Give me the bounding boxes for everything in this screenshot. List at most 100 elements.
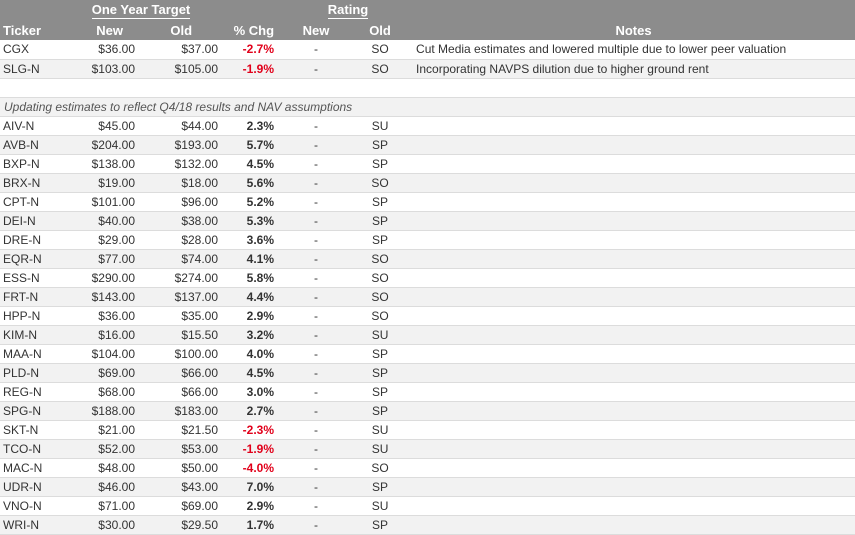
rating-new-cell: - <box>284 59 357 79</box>
rating-new-cell: - <box>284 420 357 440</box>
notes-cell <box>412 458 855 478</box>
target-old-cell: $38.00 <box>137 211 221 231</box>
table-row: KIM-N $16.00 $15.50 3.2% - SU <box>0 325 855 345</box>
rating-new-cell: - <box>284 268 357 288</box>
ticker-cell: CPT-N <box>0 192 58 212</box>
rating-new-cell: - <box>284 116 357 136</box>
target-old-cell: $50.00 <box>137 458 221 478</box>
ticker-cell: ESS-N <box>0 268 58 288</box>
column-header-row: Ticker New Old % Chg New Old Notes <box>0 20 855 40</box>
target-new-cell: $48.00 <box>58 458 137 478</box>
rating-old-cell: SP <box>356 192 413 212</box>
rating-old-cell: SU <box>356 116 413 136</box>
rating-new-cell: - <box>284 458 357 478</box>
pct-change-cell: 5.8% <box>220 268 285 288</box>
notes-cell <box>412 192 855 212</box>
target-new-cell: $71.00 <box>58 496 137 516</box>
notes-cell <box>412 515 855 535</box>
target-old-cell: $193.00 <box>137 135 221 155</box>
ticker-cell: DEI-N <box>0 211 58 231</box>
table-row: SKT-N $21.00 $21.50 -2.3% - SU <box>0 420 855 440</box>
rating-new-column-header: New <box>284 20 357 40</box>
rating-new-cell: - <box>284 154 357 174</box>
rating-new-cell: - <box>284 515 357 535</box>
ticker-cell: UDR-N <box>0 477 58 497</box>
top-rows: CGX $36.00 $37.00 -2.7% - SO Cut Media estimat… <box>0 40 855 79</box>
pct-change-cell: 2.7% <box>220 401 285 421</box>
ticker-cell: MAA-N <box>0 344 58 364</box>
rating-old-cell: SO <box>356 173 413 193</box>
rating-old-cell: SP <box>356 230 413 250</box>
notes-cell <box>412 268 855 288</box>
rating-new-cell: - <box>284 306 357 326</box>
notes-cell <box>412 249 855 269</box>
pct-change-cell: 4.1% <box>220 249 285 269</box>
notes-cell: Incorporating NAVPS dilution due to high… <box>412 59 855 79</box>
target-new-cell: $103.00 <box>58 59 137 79</box>
table-row: AIV-N $45.00 $44.00 2.3% - SU <box>0 116 855 136</box>
target-new-cell: $68.00 <box>58 382 137 402</box>
target-new-cell: $101.00 <box>58 192 137 212</box>
target-new-cell: $188.00 <box>58 401 137 421</box>
ticker-column-header: Ticker <box>0 20 58 40</box>
ticker-cell: SLG-N <box>0 59 58 79</box>
notes-cell <box>412 173 855 193</box>
rating-old-cell: SU <box>356 496 413 516</box>
rating-new-cell: - <box>284 135 357 155</box>
notes-cell <box>412 135 855 155</box>
notes-cell <box>412 401 855 421</box>
rating-new-cell: - <box>284 496 357 516</box>
target-new-cell: $204.00 <box>58 135 137 155</box>
pct-change-cell: 4.0% <box>220 344 285 364</box>
one-year-target-group-header: One Year Target <box>58 0 221 20</box>
table-row: TCO-N $52.00 $53.00 -1.9% - SU <box>0 439 855 459</box>
target-old-cell: $74.00 <box>137 249 221 269</box>
rating-old-cell: SP <box>356 363 413 383</box>
target-old-column-header: Old <box>137 20 221 40</box>
table-row: REG-N $68.00 $66.00 3.0% - SP <box>0 382 855 402</box>
rating-old-cell: SO <box>356 40 413 60</box>
table-row: DRE-N $29.00 $28.00 3.6% - SP <box>0 230 855 250</box>
ticker-cell: WRI-N <box>0 515 58 535</box>
target-old-cell: $35.00 <box>137 306 221 326</box>
rating-old-cell: SP <box>356 382 413 402</box>
rating-new-cell: - <box>284 382 357 402</box>
rating-group-header: Rating <box>284 0 413 20</box>
target-new-cell: $16.00 <box>58 325 137 345</box>
target-new-cell: $36.00 <box>58 40 137 60</box>
pct-change-cell: 2.3% <box>220 116 285 136</box>
ticker-cell: REG-N <box>0 382 58 402</box>
rating-new-cell: - <box>284 401 357 421</box>
target-new-cell: $45.00 <box>58 116 137 136</box>
ticker-cell: CGX <box>0 40 58 60</box>
rating-old-cell: SO <box>356 268 413 288</box>
rating-new-cell: - <box>284 287 357 307</box>
target-new-column-header: New <box>58 20 137 40</box>
notes-cell <box>412 306 855 326</box>
table-row: HPP-N $36.00 $35.00 2.9% - SO <box>0 306 855 326</box>
ticker-cell: KIM-N <box>0 325 58 345</box>
rating-new-cell: - <box>284 325 357 345</box>
section-row: Updating estimates to reflect Q4/18 resu… <box>0 97 855 117</box>
pct-change-cell: 1.7% <box>220 515 285 535</box>
rating-old-cell: SO <box>356 59 413 79</box>
table-row: CGX $36.00 $37.00 -2.7% - SO Cut Media estimat… <box>0 40 855 60</box>
table-row: BXP-N $138.00 $132.00 4.5% - SP <box>0 154 855 174</box>
target-new-cell: $36.00 <box>58 306 137 326</box>
target-new-cell: $29.00 <box>58 230 137 250</box>
ticker-cell: VNO-N <box>0 496 58 516</box>
table-row: CPT-N $101.00 $96.00 5.2% - SP <box>0 192 855 212</box>
target-new-cell: $143.00 <box>58 287 137 307</box>
target-old-cell: $53.00 <box>137 439 221 459</box>
target-new-cell: $21.00 <box>58 420 137 440</box>
pct-change-cell: 3.6% <box>220 230 285 250</box>
ticker-cell: BRX-N <box>0 173 58 193</box>
estimate-rows: AIV-N $45.00 $44.00 2.3% - SU AVB-N $204.00 $193… <box>0 116 855 535</box>
pct-change-cell: -2.7% <box>220 40 285 60</box>
target-old-cell: $105.00 <box>137 59 221 79</box>
target-old-cell: $43.00 <box>137 477 221 497</box>
target-old-cell: $66.00 <box>137 363 221 383</box>
notes-cell <box>412 116 855 136</box>
notes-cell <box>412 344 855 364</box>
